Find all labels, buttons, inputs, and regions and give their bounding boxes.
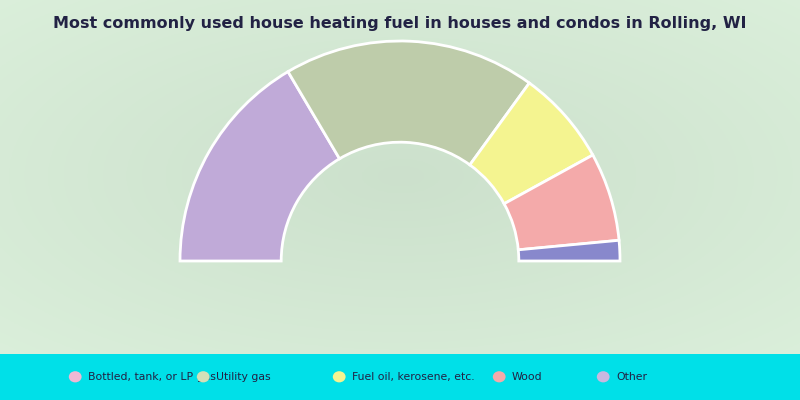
Text: Wood: Wood	[512, 372, 542, 382]
Text: Most commonly used house heating fuel in houses and condos in Rolling, WI: Most commonly used house heating fuel in…	[54, 16, 746, 31]
Text: Other: Other	[616, 372, 647, 382]
Bar	[0, 354, 800, 400]
Wedge shape	[470, 83, 593, 204]
Wedge shape	[288, 41, 530, 165]
Text: Fuel oil, kerosene, etc.: Fuel oil, kerosene, etc.	[352, 372, 474, 382]
Text: Bottled, tank, or LP gas: Bottled, tank, or LP gas	[88, 372, 216, 382]
Wedge shape	[180, 72, 339, 261]
Text: Utility gas: Utility gas	[216, 372, 270, 382]
Wedge shape	[504, 155, 619, 250]
Wedge shape	[518, 240, 620, 261]
